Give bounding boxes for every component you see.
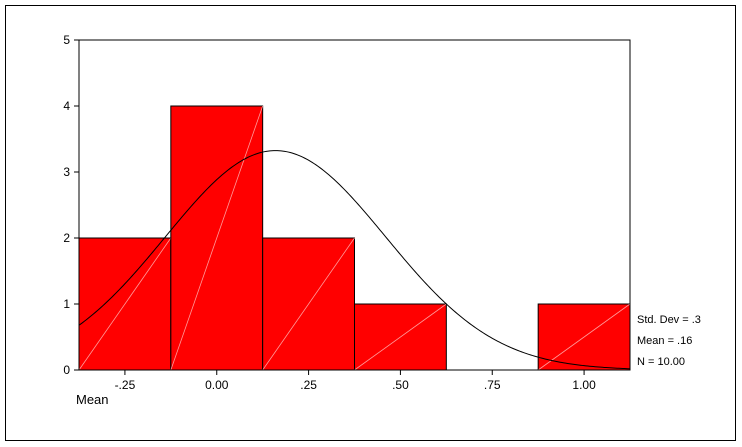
x-tick-label: 0.00 bbox=[205, 378, 229, 392]
histogram-bars bbox=[78, 105, 631, 371]
stat-std-dev: Std. Dev = .3 bbox=[637, 314, 701, 326]
y-tick-label: 4 bbox=[63, 99, 70, 113]
y-tick-label: 2 bbox=[63, 231, 70, 245]
chart-frame bbox=[5, 5, 736, 441]
histogram-bar bbox=[354, 303, 447, 371]
stat-n: N = 10.00 bbox=[637, 356, 685, 368]
histogram-bar bbox=[170, 105, 264, 371]
histogram-bar bbox=[537, 303, 631, 371]
x-axis-ticks: -.25 0.00 .25 .50 .75 1.00 bbox=[115, 370, 596, 392]
histogram-bar bbox=[78, 237, 172, 371]
plot-area-border bbox=[78, 39, 631, 371]
x-tick-label: 1.00 bbox=[572, 378, 596, 392]
stat-mean: Mean = .16 bbox=[637, 335, 692, 347]
stats-block: Std. Dev = .3 Mean = .16 N = 10.00 bbox=[637, 314, 701, 368]
x-tick-label: .75 bbox=[484, 378, 501, 392]
x-tick-label: -.25 bbox=[115, 378, 136, 392]
normal-curve bbox=[78, 150, 631, 370]
y-tick-label: 0 bbox=[63, 363, 70, 377]
histogram-bar bbox=[262, 237, 355, 371]
y-tick-label: 3 bbox=[63, 165, 70, 179]
y-axis-ticks: 0 1 2 3 4 5 bbox=[63, 33, 79, 377]
x-axis-label: Mean bbox=[76, 392, 109, 407]
y-tick-label: 1 bbox=[63, 297, 70, 311]
x-tick-label: .50 bbox=[392, 378, 409, 392]
y-tick-label: 5 bbox=[63, 33, 70, 47]
x-tick-label: .25 bbox=[300, 378, 317, 392]
